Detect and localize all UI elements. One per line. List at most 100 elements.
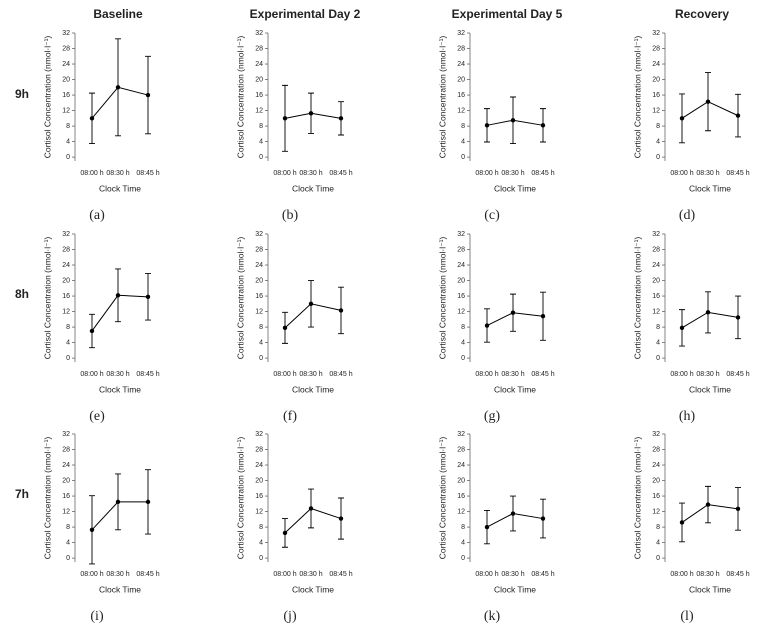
y-tick-label: 4 — [461, 339, 465, 346]
panel: 0 4 8 12 16 20 24 28 32 08:00 h 08:30 h 08:45 h Cloc… — [632, 431, 750, 624]
x-axis-label: Clock Time — [292, 584, 334, 594]
panel: 0 4 8 12 16 20 24 28 32 08:00 h 08:30 h 08:45 h Cloc… — [235, 231, 353, 424]
y-tick-label: 16 — [457, 493, 465, 500]
panel-label: (k) — [484, 609, 501, 624]
y-tick-label: 24 — [457, 61, 465, 68]
y-tick-label: 20 — [457, 477, 465, 484]
panel: 0 4 8 12 16 20 24 28 32 08:00 h 08:30 h 08:45 h Cloc… — [235, 431, 353, 624]
x-tick-label: 08:45 h — [329, 571, 352, 578]
x-tick-label: 08:00 h — [670, 371, 693, 378]
y-tick-label: 20 — [255, 477, 263, 484]
row-label: 9h — [15, 87, 29, 101]
panel: 0 4 8 12 16 20 24 28 32 08:00 h 08:30 h 08:45 h Cloc… — [632, 231, 750, 424]
panel-label: (j) — [283, 609, 297, 624]
x-tick-label: 08:30 h — [501, 371, 524, 378]
y-tick-label: 24 — [652, 61, 660, 68]
y-tick-label: 32 — [652, 231, 660, 238]
data-point — [115, 85, 121, 90]
panel-label: (e) — [89, 409, 105, 424]
data-point — [679, 520, 685, 525]
y-tick-label: 28 — [457, 246, 465, 253]
y-axis-label: Cortisol Concentration (nmol·l⁻¹) — [632, 437, 642, 560]
y-tick-label: 12 — [255, 508, 263, 515]
y-tick-label: 16 — [652, 493, 660, 500]
y-tick-label: 20 — [652, 477, 660, 484]
panel: 0 4 8 12 16 20 24 28 32 08:00 h 08:30 h 08:45 h Cloc… — [437, 231, 555, 424]
y-tick-label: 12 — [255, 107, 263, 114]
y-tick-label: 8 — [66, 324, 70, 331]
y-tick-label: 32 — [62, 30, 70, 37]
data-point — [145, 92, 151, 98]
y-tick-label: 0 — [656, 555, 660, 562]
y-tick-label: 12 — [62, 308, 70, 315]
x-axis-label: Clock Time — [689, 584, 731, 594]
data-point — [540, 314, 546, 319]
x-tick-label: 08:30 h — [106, 170, 129, 177]
column-title: Baseline — [93, 7, 143, 21]
y-tick-label: 20 — [62, 76, 70, 83]
data-point — [308, 506, 314, 511]
y-tick-label: 4 — [66, 339, 70, 346]
x-axis-label: Clock Time — [99, 384, 141, 394]
y-tick-label: 16 — [255, 493, 263, 500]
y-axis-label: Cortisol Concentration (nmol·l⁻¹) — [235, 237, 245, 360]
x-axis-label: Clock Time — [494, 384, 536, 394]
y-tick-label: 32 — [457, 30, 465, 37]
x-tick-label: 08:30 h — [696, 571, 719, 578]
x-tick-label: 08:00 h — [80, 571, 103, 578]
x-axis-label: Clock Time — [689, 384, 731, 394]
series-line — [91, 501, 148, 531]
x-tick-label: 08:00 h — [475, 371, 498, 378]
y-tick-label: 20 — [652, 277, 660, 284]
x-tick-label: 08:30 h — [501, 170, 524, 177]
y-tick-label: 4 — [259, 539, 263, 546]
data-point — [705, 310, 711, 315]
x-tick-label: 08:45 h — [329, 170, 352, 177]
x-axis-label: Clock Time — [99, 584, 141, 594]
x-tick-label: 08:45 h — [726, 571, 749, 578]
data-point — [89, 527, 95, 533]
y-axis-label: Cortisol Concentration (nmol·l⁻¹) — [437, 36, 447, 159]
y-tick-label: 4 — [656, 539, 660, 546]
y-tick-label: 24 — [255, 462, 263, 469]
y-tick-label: 12 — [457, 107, 465, 114]
y-axis-label: Cortisol Concentration (nmol·l⁻¹) — [235, 437, 245, 560]
y-tick-label: 16 — [62, 293, 70, 300]
y-axis-label: Cortisol Concentration (nmol·l⁻¹) — [42, 437, 52, 560]
x-axis-label: Clock Time — [689, 183, 731, 193]
x-tick-label: 08:30 h — [696, 170, 719, 177]
y-tick-label: 24 — [457, 262, 465, 269]
y-tick-label: 8 — [66, 524, 70, 531]
y-tick-label: 20 — [62, 277, 70, 284]
y-tick-label: 24 — [62, 462, 70, 469]
data-point — [484, 123, 490, 128]
row-label: 8h — [15, 287, 29, 301]
y-tick-label: 24 — [255, 61, 263, 68]
data-point — [89, 116, 95, 121]
x-axis-label: Clock Time — [494, 183, 536, 193]
y-tick-label: 12 — [255, 308, 263, 315]
data-point — [510, 310, 516, 315]
y-tick-label: 12 — [652, 308, 660, 315]
panel: 0 4 8 12 16 20 24 28 32 08:00 h 08:30 h 08:45 h Cloc… — [42, 231, 160, 424]
panel-label: (l) — [680, 609, 694, 624]
y-tick-label: 16 — [62, 493, 70, 500]
y-tick-label: 0 — [461, 355, 465, 362]
y-tick-label: 12 — [652, 107, 660, 114]
y-tick-label: 32 — [62, 231, 70, 238]
y-tick-label: 32 — [652, 30, 660, 37]
panel-label: (d) — [679, 208, 696, 223]
y-tick-label: 32 — [255, 231, 263, 238]
data-point — [282, 116, 288, 121]
data-point — [115, 293, 121, 298]
column-title: Experimental Day 5 — [452, 7, 563, 21]
y-tick-label: 32 — [652, 431, 660, 438]
x-tick-label: 08:30 h — [299, 170, 322, 177]
panel: 0 4 8 12 16 20 24 28 32 08:00 h 08:30 h 08:45 h Cloc… — [437, 30, 555, 223]
x-tick-label: 08:00 h — [273, 170, 296, 177]
y-tick-label: 16 — [652, 293, 660, 300]
panel-label: (f) — [283, 409, 297, 424]
data-point — [705, 99, 711, 104]
y-tick-label: 4 — [461, 138, 465, 145]
